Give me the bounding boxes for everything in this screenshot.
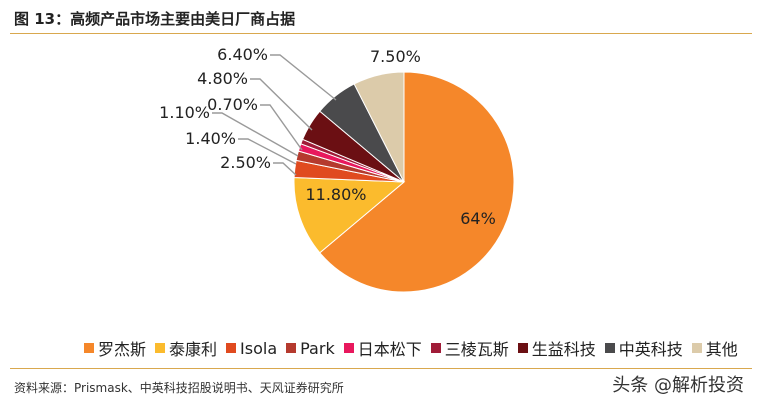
legend-item-6: 三棱瓦斯 bbox=[430, 336, 509, 360]
slice-label-7: 4.80% bbox=[197, 69, 248, 88]
legend-item-8: 中英科技 bbox=[604, 336, 683, 360]
legend-label-1: 罗杰斯 bbox=[98, 340, 147, 359]
legend-item-9: 其他 bbox=[691, 336, 738, 360]
slice-label-4: 1.40% bbox=[185, 129, 236, 148]
legend-swatch-6 bbox=[430, 343, 441, 353]
chart-legend: 罗杰斯 泰康利 Isola Park 日本松下 三棱瓦斯 生益科技 中英科技 其他 bbox=[84, 336, 747, 360]
source-note: 资料来源：Prismask、中英科技招股说明书、天风证券研究所 bbox=[14, 381, 344, 395]
leader-line-3 bbox=[273, 162, 297, 176]
leader-line-6 bbox=[260, 104, 303, 151]
chart-title: 图 13：高频产品市场主要由美日厂商占据 bbox=[14, 10, 296, 28]
slice-label-6: 0.70% bbox=[207, 95, 258, 114]
legend-swatch-2 bbox=[155, 343, 166, 353]
pie-slice-9 bbox=[353, 71, 405, 183]
legend-swatch-9 bbox=[691, 343, 702, 353]
legend-swatch-7 bbox=[517, 343, 528, 353]
legend-swatch-5 bbox=[343, 343, 354, 353]
leader-line-8 bbox=[270, 54, 337, 101]
leader-line-7 bbox=[250, 78, 313, 131]
legend-label-3: Isola bbox=[240, 338, 278, 358]
leader-line-4 bbox=[238, 138, 297, 165]
legend-item-4: Park bbox=[286, 339, 335, 358]
legend-item-2: 泰康利 bbox=[155, 336, 217, 360]
legend-label-4: Park bbox=[300, 338, 335, 358]
legend-item-3: Isola bbox=[226, 339, 277, 358]
legend-label-2: 泰康利 bbox=[169, 340, 218, 359]
legend-swatch-1 bbox=[84, 343, 94, 353]
top-divider bbox=[10, 33, 752, 34]
legend-swatch-8 bbox=[604, 343, 615, 353]
legend-swatch-3 bbox=[226, 343, 237, 353]
watermark-text: 头条 @解析投资 bbox=[612, 375, 744, 396]
pie-chart: 64% 11.80% 2.50% 1.40% 1.10%0.70% 4.80% 6.40% 7… bbox=[159, 45, 515, 293]
legend-item-1: 罗杰斯 bbox=[84, 336, 146, 360]
legend-item-5: 日本松下 bbox=[343, 336, 422, 360]
pie-slice-2 bbox=[293, 176, 406, 254]
legend-label-9: 其他 bbox=[705, 340, 738, 359]
pie-slice-1 bbox=[319, 71, 515, 293]
legend-label-8: 中英科技 bbox=[618, 340, 683, 359]
leader-line-5 bbox=[212, 112, 299, 157]
slice-label-8: 6.40% bbox=[217, 45, 268, 64]
slice-label-3: 2.50% bbox=[220, 153, 271, 172]
bottom-divider bbox=[10, 368, 752, 369]
legend-label-6: 三棱瓦斯 bbox=[444, 340, 509, 359]
legend-item-7: 生益科技 bbox=[517, 336, 596, 360]
legend-label-7: 生益科技 bbox=[531, 340, 596, 359]
slice-label-9: 7.50% bbox=[370, 47, 421, 66]
legend-label-5: 日本松下 bbox=[357, 340, 422, 359]
legend-swatch-4 bbox=[286, 343, 297, 353]
slice-label-5: 1.10% bbox=[159, 103, 210, 122]
slice-label-1: 64% bbox=[460, 209, 496, 228]
slice-label-2: 11.80% bbox=[305, 185, 366, 204]
